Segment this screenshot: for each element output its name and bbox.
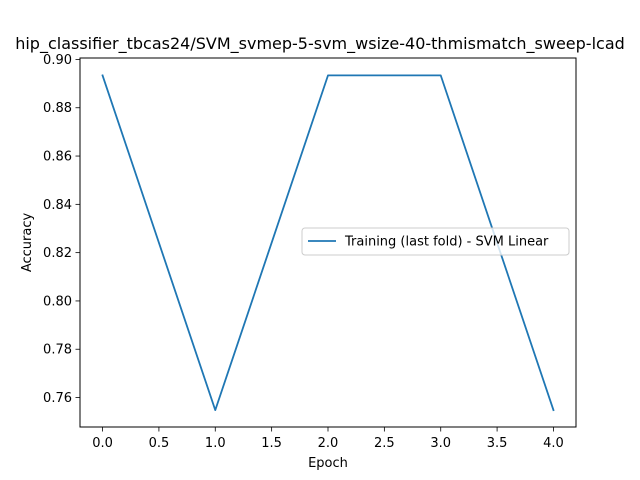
legend-box [301,227,570,256]
y-tick-label: 0.86 [43,150,72,165]
x-axis-label: Epoch [308,456,348,471]
y-tick-label: 0.84 [43,198,72,213]
y-tick-label: 0.80 [43,294,72,309]
x-tick-label: 3.5 [487,436,508,451]
legend-label: Training (last fold) - SVM Linear [344,235,549,250]
y-tick-label: 0.90 [43,53,72,68]
x-tick-label: 4.0 [543,436,564,451]
y-axis: 0.76 0.78 0.80 0.82 0.84 0.86 0.88 0.90 [43,53,80,406]
series-line [101,74,555,412]
x-tick-label: 3.0 [430,436,451,451]
x-tick-label: 0.5 [149,436,170,451]
legend: Training (last fold) - SVM Linear [301,227,570,256]
x-tick-label: 1.0 [205,436,226,451]
y-tick-label: 0.78 [43,343,72,358]
x-tick-label: 1.5 [261,436,282,451]
x-axis: 0.0 0.5 1.0 1.5 2.0 2.5 3.0 3.5 4.0 [92,427,564,451]
chart-title: hip_classifier_tbcas24/SVM_svmep-5-svm_w… [15,34,625,54]
x-tick-label: 2.5 [374,436,395,451]
x-tick-label: 2.0 [318,436,339,451]
y-axis-label: Accuracy [20,213,35,273]
x-tick-label: 0.0 [92,436,113,451]
y-tick-label: 0.82 [43,246,72,261]
y-tick-label: 0.76 [43,391,72,406]
series-layer [101,74,555,412]
y-tick-label: 0.88 [43,101,72,116]
